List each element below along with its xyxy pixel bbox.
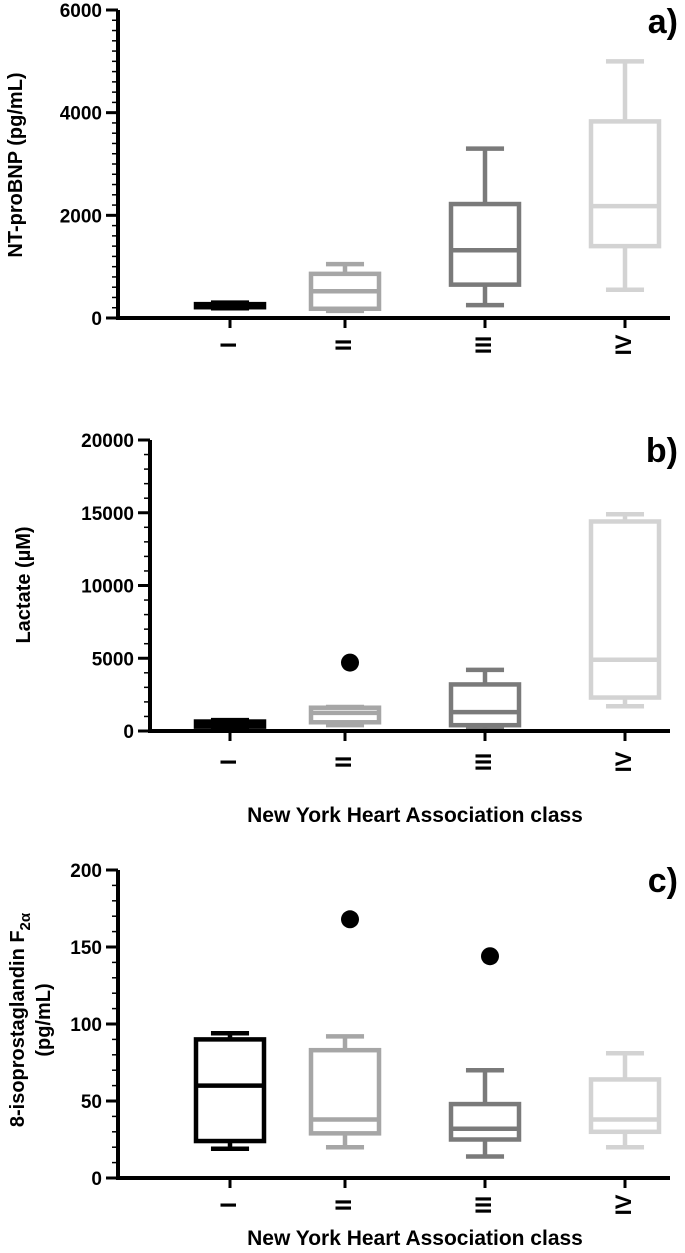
panel-a-letter: a) bbox=[648, 3, 678, 41]
panel-a-boxplots bbox=[193, 59, 662, 314]
outlier-point bbox=[341, 910, 359, 929]
panel-c-ytick-label: 100 bbox=[70, 1015, 102, 1036]
panel-a-ytick-label: 0 bbox=[91, 309, 102, 330]
panel-c-boxplots bbox=[193, 910, 662, 1159]
panel-a-category-label-I: I bbox=[216, 342, 241, 348]
outlier-point bbox=[481, 947, 499, 966]
panel-c-category-label-II: II bbox=[331, 1199, 356, 1211]
panel-c-xlabel: New York Heart Association class bbox=[247, 1227, 583, 1250]
panel-b-letter: b) bbox=[646, 432, 678, 470]
panel-c-ylabel-line1: 8-isoprostaglandin F2α bbox=[7, 912, 34, 1127]
panel-b-box-I bbox=[193, 717, 267, 730]
panel-b-boxplots bbox=[193, 511, 662, 732]
panel-b-box-II bbox=[308, 653, 382, 728]
panel-b-box-IV bbox=[588, 511, 662, 709]
panel-a-box-II bbox=[308, 261, 382, 314]
panel-b-box-III bbox=[448, 667, 522, 732]
panel-c-category-label-III: III bbox=[471, 1196, 496, 1214]
iqr-box bbox=[448, 682, 522, 728]
panel-c-box-I bbox=[193, 1030, 267, 1151]
panel-c-ylabel-subscript: 2α bbox=[17, 912, 34, 930]
iqr-box bbox=[448, 1101, 522, 1142]
panel-b-category-label-II: II bbox=[331, 756, 356, 768]
iqr-box bbox=[588, 119, 662, 249]
panel-c-box-II bbox=[308, 910, 382, 1150]
panel-b-ytick-label: 10000 bbox=[81, 577, 134, 598]
panel-a-category-label-II: II bbox=[331, 339, 356, 351]
panel-c-ytick-label: 150 bbox=[70, 938, 102, 959]
panel-c-letter: c) bbox=[648, 862, 678, 900]
panel-c-ytick-label: 200 bbox=[70, 861, 102, 882]
panel-c-category-label-I: I bbox=[216, 1202, 241, 1208]
panel-b-category-label-III: III bbox=[471, 753, 496, 771]
panel-a-box-IV bbox=[588, 59, 662, 293]
panel-b-ytick-label: 0 bbox=[123, 722, 134, 743]
panel-b-xlabel: New York Heart Association class bbox=[247, 804, 583, 827]
panel-c-box-III bbox=[448, 947, 522, 1159]
panel-b-ytick-label: 15000 bbox=[81, 504, 134, 525]
panel-a-ytick-label: 4000 bbox=[60, 104, 102, 125]
panel-c-box-IV bbox=[588, 1051, 662, 1150]
outlier-point bbox=[341, 653, 359, 672]
panel-c-ylabel-main: 8-isoprostaglandin F bbox=[7, 930, 29, 1127]
panel-c-ytick-label: 50 bbox=[81, 1092, 102, 1113]
panel-b-ylabel: Lactate (µM) bbox=[13, 526, 35, 643]
panel-c-category-label-IV: IV bbox=[611, 1194, 636, 1215]
panel-c-ytick-label: 0 bbox=[91, 1169, 102, 1190]
iqr-box bbox=[588, 519, 662, 700]
panel-a-category-label-IV: IV bbox=[611, 334, 636, 355]
panel-a-category-label-III: III bbox=[471, 336, 496, 354]
panel-a-box-I bbox=[193, 300, 267, 311]
panel-b-ytick-label: 5000 bbox=[92, 649, 134, 670]
iqr-box bbox=[448, 201, 522, 287]
panel-a-ytick-label: 6000 bbox=[60, 1, 102, 22]
panel-a-box-III bbox=[448, 146, 522, 308]
panel-b-category-label-I: I bbox=[216, 759, 241, 765]
panel-a-ylabel: NT-proBNP (pg/mL) bbox=[5, 72, 27, 257]
panel-c-ylabel-line2: (pg/mL) bbox=[33, 983, 55, 1056]
panel-a-ytick-label: 2000 bbox=[60, 206, 102, 227]
panel-b-category-label-IV: IV bbox=[611, 751, 636, 772]
iqr-box bbox=[588, 1077, 662, 1135]
panel-b-ytick-label: 20000 bbox=[81, 431, 134, 452]
iqr-box bbox=[193, 1037, 267, 1144]
